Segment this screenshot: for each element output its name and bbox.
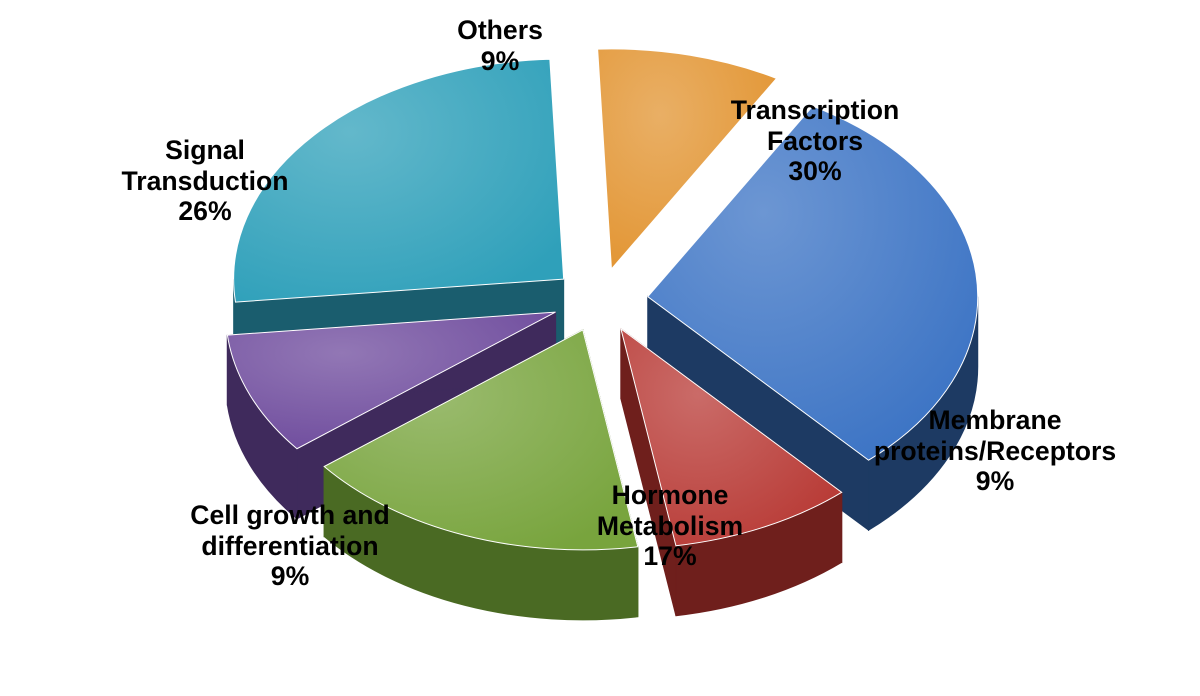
slice-label-membrane-proteins: Membrane proteins/Receptors 9%	[874, 405, 1116, 497]
pie-chart-3d: Transcription Factors 30% Membrane protei…	[0, 0, 1200, 696]
slice-label-others: Others 9%	[457, 15, 543, 76]
slice-label-hormone-metabolism: Hormone Metabolism 17%	[597, 480, 743, 572]
pie-svg	[0, 0, 1200, 696]
slice-label-signal-transduction: Signal Transduction 26%	[122, 135, 289, 227]
slice-label-cell-growth: Cell growth and differentiation 9%	[190, 500, 389, 592]
slice-label-transcription-factors: Transcription Factors 30%	[731, 95, 899, 187]
